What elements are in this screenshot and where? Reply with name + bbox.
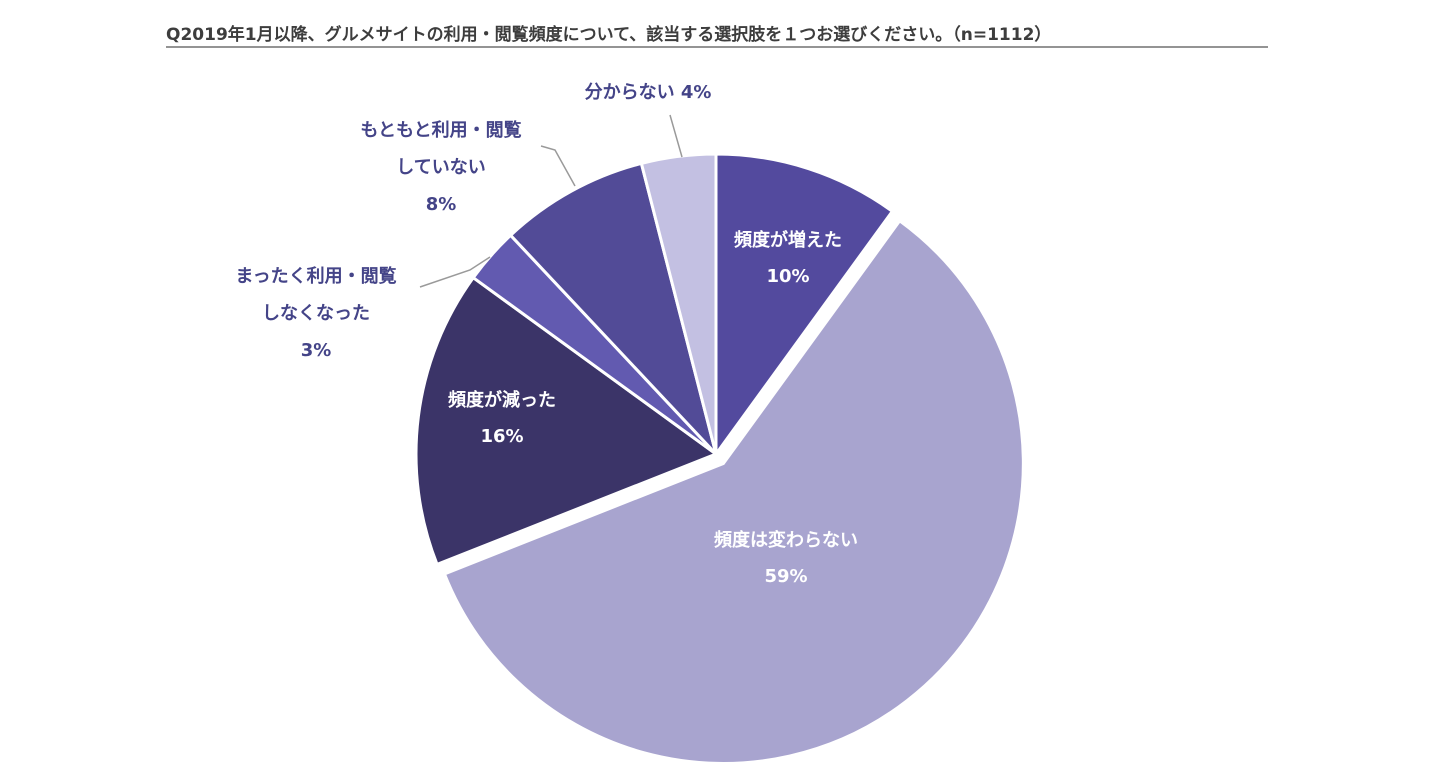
slice-label: もともと利用・閲覧	[360, 119, 521, 141]
slice-label: 頻度は変わらない	[714, 529, 858, 551]
slice-label: していない	[396, 157, 485, 178]
pie-slice	[714, 152, 895, 459]
pie-slice	[639, 152, 718, 455]
chart-title: Q2019年1月以降、グルメサイトの利用・閲覧頻度について、該当する選択肢を１つ…	[166, 24, 1051, 45]
slice-label: 頻度が増えた	[734, 229, 842, 251]
slice-label: 分からない 4%	[585, 82, 712, 103]
slice-value-label: 10%	[766, 266, 809, 287]
slice-value-label: 16%	[480, 426, 523, 447]
pie-slice	[442, 218, 1025, 765]
slice-value-label: 59%	[764, 566, 807, 587]
slice-label: まったく利用・閲覧	[235, 265, 396, 287]
slice-value-label: 8%	[426, 194, 457, 215]
pie-slice	[508, 161, 718, 456]
slice-value-label: 3%	[301, 340, 332, 361]
leader-line	[540, 145, 576, 187]
leader-lines	[419, 114, 683, 288]
leader-line	[419, 256, 491, 288]
slice-label: 頻度が減った	[448, 389, 556, 411]
pie-slice	[414, 275, 720, 567]
leader-line	[669, 114, 683, 158]
slice-labels: 頻度が増えた 10% 頻度は変わらない 59% 頻度が減った 16% まったく利用・閲覧しな…	[235, 82, 858, 587]
pie-slices	[414, 152, 1025, 765]
slice-label: しなくなった	[262, 303, 370, 324]
